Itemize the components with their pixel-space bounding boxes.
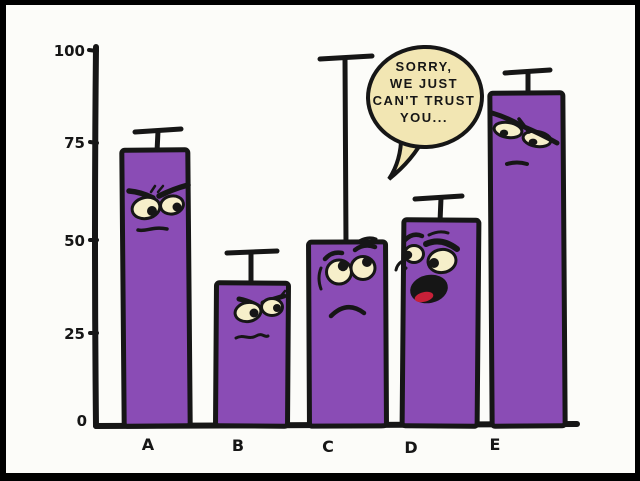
bar-E-rect	[487, 90, 568, 429]
speech-bubble: SORRY, WE JUST CAN'T TRUST YOU...	[366, 44, 484, 181]
mouth	[136, 226, 169, 233]
pupil	[273, 304, 281, 312]
bar-D-rect	[399, 217, 482, 429]
bar-B-suspicious-face	[233, 289, 287, 340]
pupil	[337, 260, 349, 272]
speech-bubble-line: WE JUST	[390, 76, 458, 91]
error-bar-C	[317, 53, 375, 247]
pupil	[362, 257, 372, 267]
x-axis-label: A	[142, 435, 155, 454]
cheek-line	[317, 266, 323, 291]
bar-D-talking-face	[394, 230, 460, 304]
x-axis-labels: A B C D E	[142, 435, 501, 457]
cartoon-bar-chart: 100 75 50 25 0	[54, 42, 580, 457]
eyelid-brow	[489, 110, 525, 129]
brow-tufts	[149, 184, 165, 194]
y-tick-label: 75	[64, 134, 85, 152]
pupil	[172, 202, 182, 212]
squint-marks	[394, 260, 408, 277]
pupil	[429, 258, 439, 268]
tongue	[414, 291, 434, 303]
pupil	[528, 138, 538, 146]
x-axis-label: C	[322, 437, 334, 456]
forehead-wrinkle	[357, 236, 378, 243]
pupil	[147, 206, 157, 216]
speech-bubble-seam-cover	[396, 102, 446, 138]
y-tick-label: 100	[54, 42, 85, 60]
speech-bubble-line: YOU...	[400, 110, 448, 125]
brow	[322, 250, 345, 262]
bar-C-rect	[306, 239, 389, 429]
brow	[352, 243, 378, 253]
speech-bubble-line: CAN'T TRUST	[373, 93, 476, 108]
brow	[156, 182, 191, 199]
y-tick-label: 50	[64, 232, 85, 250]
x-axis-label: B	[232, 436, 244, 455]
brow	[423, 238, 460, 252]
mouth	[505, 160, 529, 166]
x-axis-label: D	[404, 438, 417, 457]
speech-bubble-line: SORRY,	[396, 59, 453, 74]
x-axis-label: E	[490, 435, 501, 454]
bar-A-angry-face	[126, 182, 191, 233]
mouth	[234, 333, 270, 340]
forehead-wrinkle	[427, 230, 450, 237]
y-tick-label: 25	[64, 325, 85, 343]
bar-C-worried-face	[317, 236, 378, 319]
brow	[402, 232, 425, 243]
y-axis: 100 75 50 25 0	[54, 42, 99, 430]
error-bar-B	[224, 248, 280, 288]
bar-B-rect	[213, 280, 291, 429]
brow-tuft	[278, 289, 287, 299]
pupil	[249, 308, 259, 318]
pupil	[403, 250, 413, 260]
frown-mouth	[328, 305, 367, 319]
bar-E-skeptical-face	[489, 110, 560, 166]
y-tick-label: 0	[77, 412, 87, 430]
brow-tick	[517, 117, 531, 134]
pupil	[499, 129, 509, 137]
